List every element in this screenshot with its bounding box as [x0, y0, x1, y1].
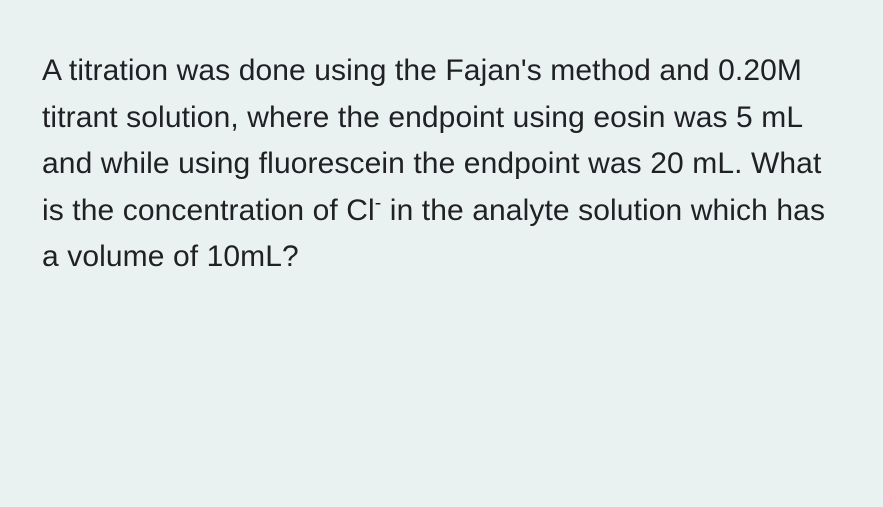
question-text: A titration was done using the Fajan's m…: [0, 0, 883, 329]
question-superscript: -: [375, 192, 382, 214]
